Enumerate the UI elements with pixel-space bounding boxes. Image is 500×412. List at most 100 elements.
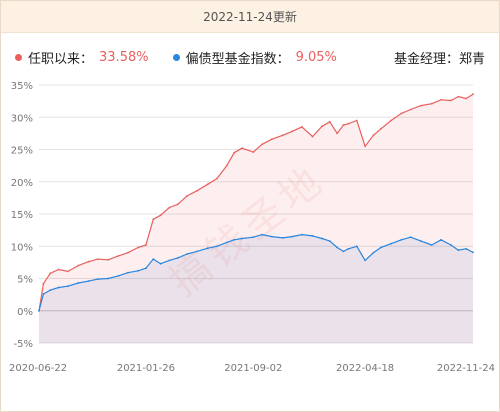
data-point-tenure xyxy=(107,258,109,261)
data-point-index xyxy=(49,289,52,291)
legend-tenure-value: 33.58% xyxy=(99,49,149,65)
update-date: 2022-11-24更新 xyxy=(203,10,297,24)
data-point-index xyxy=(87,280,90,282)
data-point-index xyxy=(42,293,45,295)
data-point-index xyxy=(216,245,218,248)
data-point-index xyxy=(281,237,284,239)
data-point-index xyxy=(261,233,263,236)
data-point-tenure xyxy=(336,132,339,135)
series-area-index xyxy=(39,234,473,343)
data-point-tenure xyxy=(137,246,140,249)
data-point-tenure xyxy=(400,112,403,115)
grid-lines xyxy=(39,84,473,344)
data-point-tenure xyxy=(311,135,314,138)
data-point-index xyxy=(364,259,366,262)
data-point-index xyxy=(400,238,403,241)
data-point-tenure xyxy=(233,151,236,154)
data-point-tenure xyxy=(328,120,331,123)
data-point-index xyxy=(77,282,80,284)
legend-item-tenure[interactable]: 任职以来： 33.58% xyxy=(15,48,149,67)
data-point-index xyxy=(206,247,209,250)
fund-manager: 基金经理：郑青 xyxy=(393,51,485,67)
legend-index-label: 偏债型基金指数： xyxy=(185,51,290,67)
data-point-tenure xyxy=(261,143,263,146)
line-chart: 搞钱圣地 35%30%25%20%15%10%5%0%-5% 2020-06-2… xyxy=(9,81,495,374)
area-fills xyxy=(39,94,473,343)
legend-item-index[interactable]: 偏债型基金指数： 9.05% xyxy=(172,48,337,67)
data-point-index xyxy=(225,241,228,244)
legend-tenure-label: 任职以来： xyxy=(28,51,94,67)
chart-legend: 任职以来： 33.58% 偏债型基金指数： 9.05% 基金经理：郑青 xyxy=(15,45,485,69)
data-point-index xyxy=(137,269,140,272)
data-point-tenure xyxy=(186,195,189,197)
data-point-index xyxy=(38,309,40,312)
data-point-tenure xyxy=(145,244,147,246)
x-tick-label: 2022-04-18 xyxy=(336,363,394,374)
y-tick-label: 20% xyxy=(11,178,33,189)
data-point-tenure xyxy=(241,147,243,150)
data-point-index xyxy=(390,242,392,245)
data-point-tenure xyxy=(225,164,228,167)
y-tick-label: 35% xyxy=(11,81,33,92)
data-point-tenure xyxy=(196,189,198,192)
data-point-index xyxy=(126,271,129,274)
data-point-index xyxy=(107,277,109,280)
y-tick-label: -5% xyxy=(14,339,33,350)
data-point-index xyxy=(57,286,60,289)
data-point-index xyxy=(420,240,422,243)
data-point-index xyxy=(440,238,442,241)
series-line-index xyxy=(38,234,474,311)
data-point-tenure xyxy=(281,134,284,137)
data-point-tenure xyxy=(379,128,382,130)
data-point-index xyxy=(347,247,350,250)
data-point-tenure xyxy=(96,258,99,260)
data-point-tenure xyxy=(67,270,69,273)
data-point-tenure xyxy=(355,119,358,122)
data-point-index xyxy=(430,244,433,246)
data-point-index xyxy=(311,235,314,237)
data-point-tenure xyxy=(430,102,433,105)
data-point-index xyxy=(67,285,69,288)
x-tick-label: 2021-09-02 xyxy=(224,363,282,374)
data-point-tenure xyxy=(409,108,412,111)
data-point-index xyxy=(336,246,339,249)
data-point-tenure xyxy=(440,98,442,101)
data-point-index xyxy=(328,240,331,243)
data-point-tenure xyxy=(126,251,129,254)
legend-dot-blue-icon xyxy=(172,53,180,61)
data-point-index xyxy=(355,245,358,248)
data-point-index xyxy=(168,259,171,262)
data-point-index xyxy=(450,244,452,246)
data-point-tenure xyxy=(301,126,303,128)
x-tick-label: 2020-06-22 xyxy=(9,363,67,374)
data-point-tenure xyxy=(372,134,375,137)
data-point-tenure xyxy=(342,124,345,126)
data-point-index xyxy=(301,233,303,236)
data-point-index xyxy=(233,238,236,241)
x-tick-label: 2022-11-24 xyxy=(437,363,495,374)
data-point-tenure xyxy=(420,104,422,107)
data-point-tenure xyxy=(117,255,120,257)
data-point-tenure xyxy=(206,183,209,186)
data-point-index xyxy=(176,257,179,259)
legend-index-value: 9.05% xyxy=(295,49,337,65)
data-point-tenure xyxy=(347,122,350,125)
data-point-index xyxy=(117,275,120,277)
data-point-index xyxy=(186,253,189,255)
data-point-index xyxy=(372,251,375,254)
series-lines xyxy=(38,93,474,312)
data-point-index xyxy=(252,236,255,239)
data-point-index xyxy=(241,237,243,240)
data-point-index xyxy=(196,250,198,253)
data-point-tenure xyxy=(390,119,392,122)
data-point-index xyxy=(465,247,467,250)
data-point-index xyxy=(159,262,162,265)
data-point-tenure xyxy=(57,268,60,271)
data-point-tenure xyxy=(465,97,467,100)
data-point-tenure xyxy=(271,138,273,141)
series-line-tenure xyxy=(38,93,474,311)
data-point-tenure xyxy=(472,93,474,96)
data-point-index xyxy=(291,235,293,238)
y-tick-label: 25% xyxy=(11,146,33,157)
data-point-tenure xyxy=(291,130,293,133)
